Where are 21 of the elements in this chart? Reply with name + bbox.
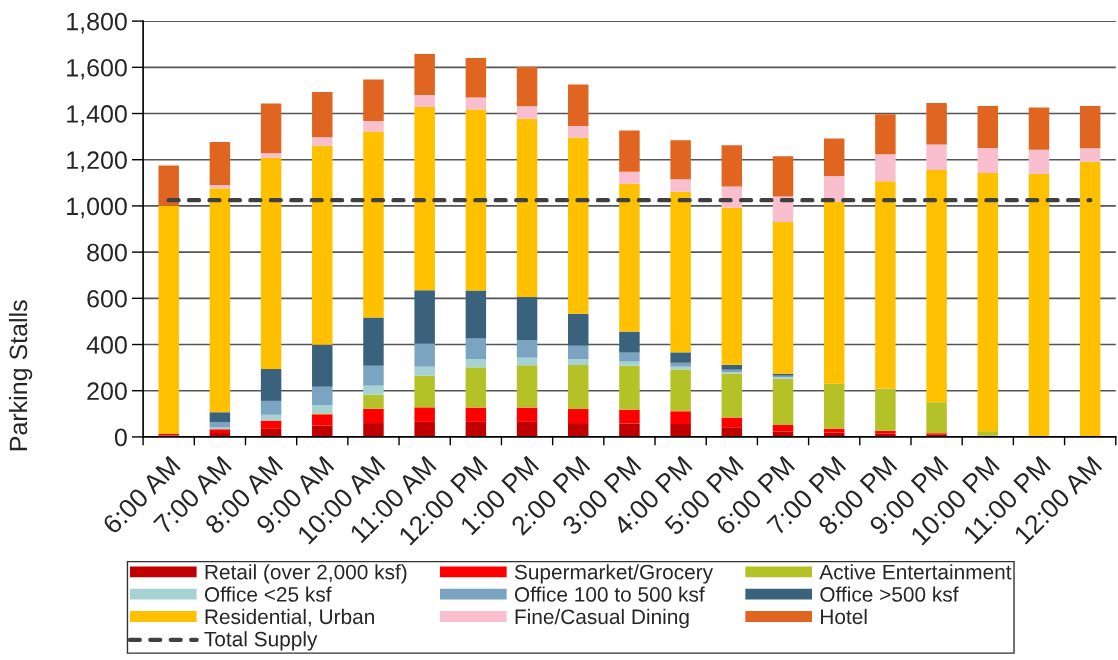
legend-label: Supermarket/Grocery — [514, 564, 714, 584]
y-tick-label: 1,000 — [67, 197, 127, 219]
y-tick-label: 0 — [114, 428, 127, 447]
legend-label: Residential, Urban — [205, 608, 374, 627]
y-axis-title: Parking Stalls — [8, 300, 33, 451]
legend-label: Retail (over 2,000 ksf) — [205, 564, 407, 584]
y-tick-label: 1,800 — [67, 12, 127, 34]
y-tick-label: 600 — [87, 289, 127, 308]
y-tick-label: 200 — [87, 382, 127, 401]
legend-label: Office <25 ksf — [204, 586, 332, 602]
legend-label: Fine/Casual Dining — [515, 608, 689, 629]
y-tick-label: 800 — [87, 243, 127, 262]
legend-label: Hotel — [821, 608, 867, 625]
legend-label: Office >500 ksf — [820, 586, 959, 602]
y-tick-label: 1,600 — [67, 58, 127, 80]
legend-label: Office 100 to 500 ksf — [514, 586, 705, 602]
legend-label: Active Entertainment — [819, 564, 1012, 580]
y-tick-label: 1,200 — [67, 151, 127, 172]
y-tick-label: 400 — [86, 336, 127, 354]
legend-label: Total Supply — [204, 631, 318, 651]
y-tick-label: 1,400 — [67, 105, 127, 126]
